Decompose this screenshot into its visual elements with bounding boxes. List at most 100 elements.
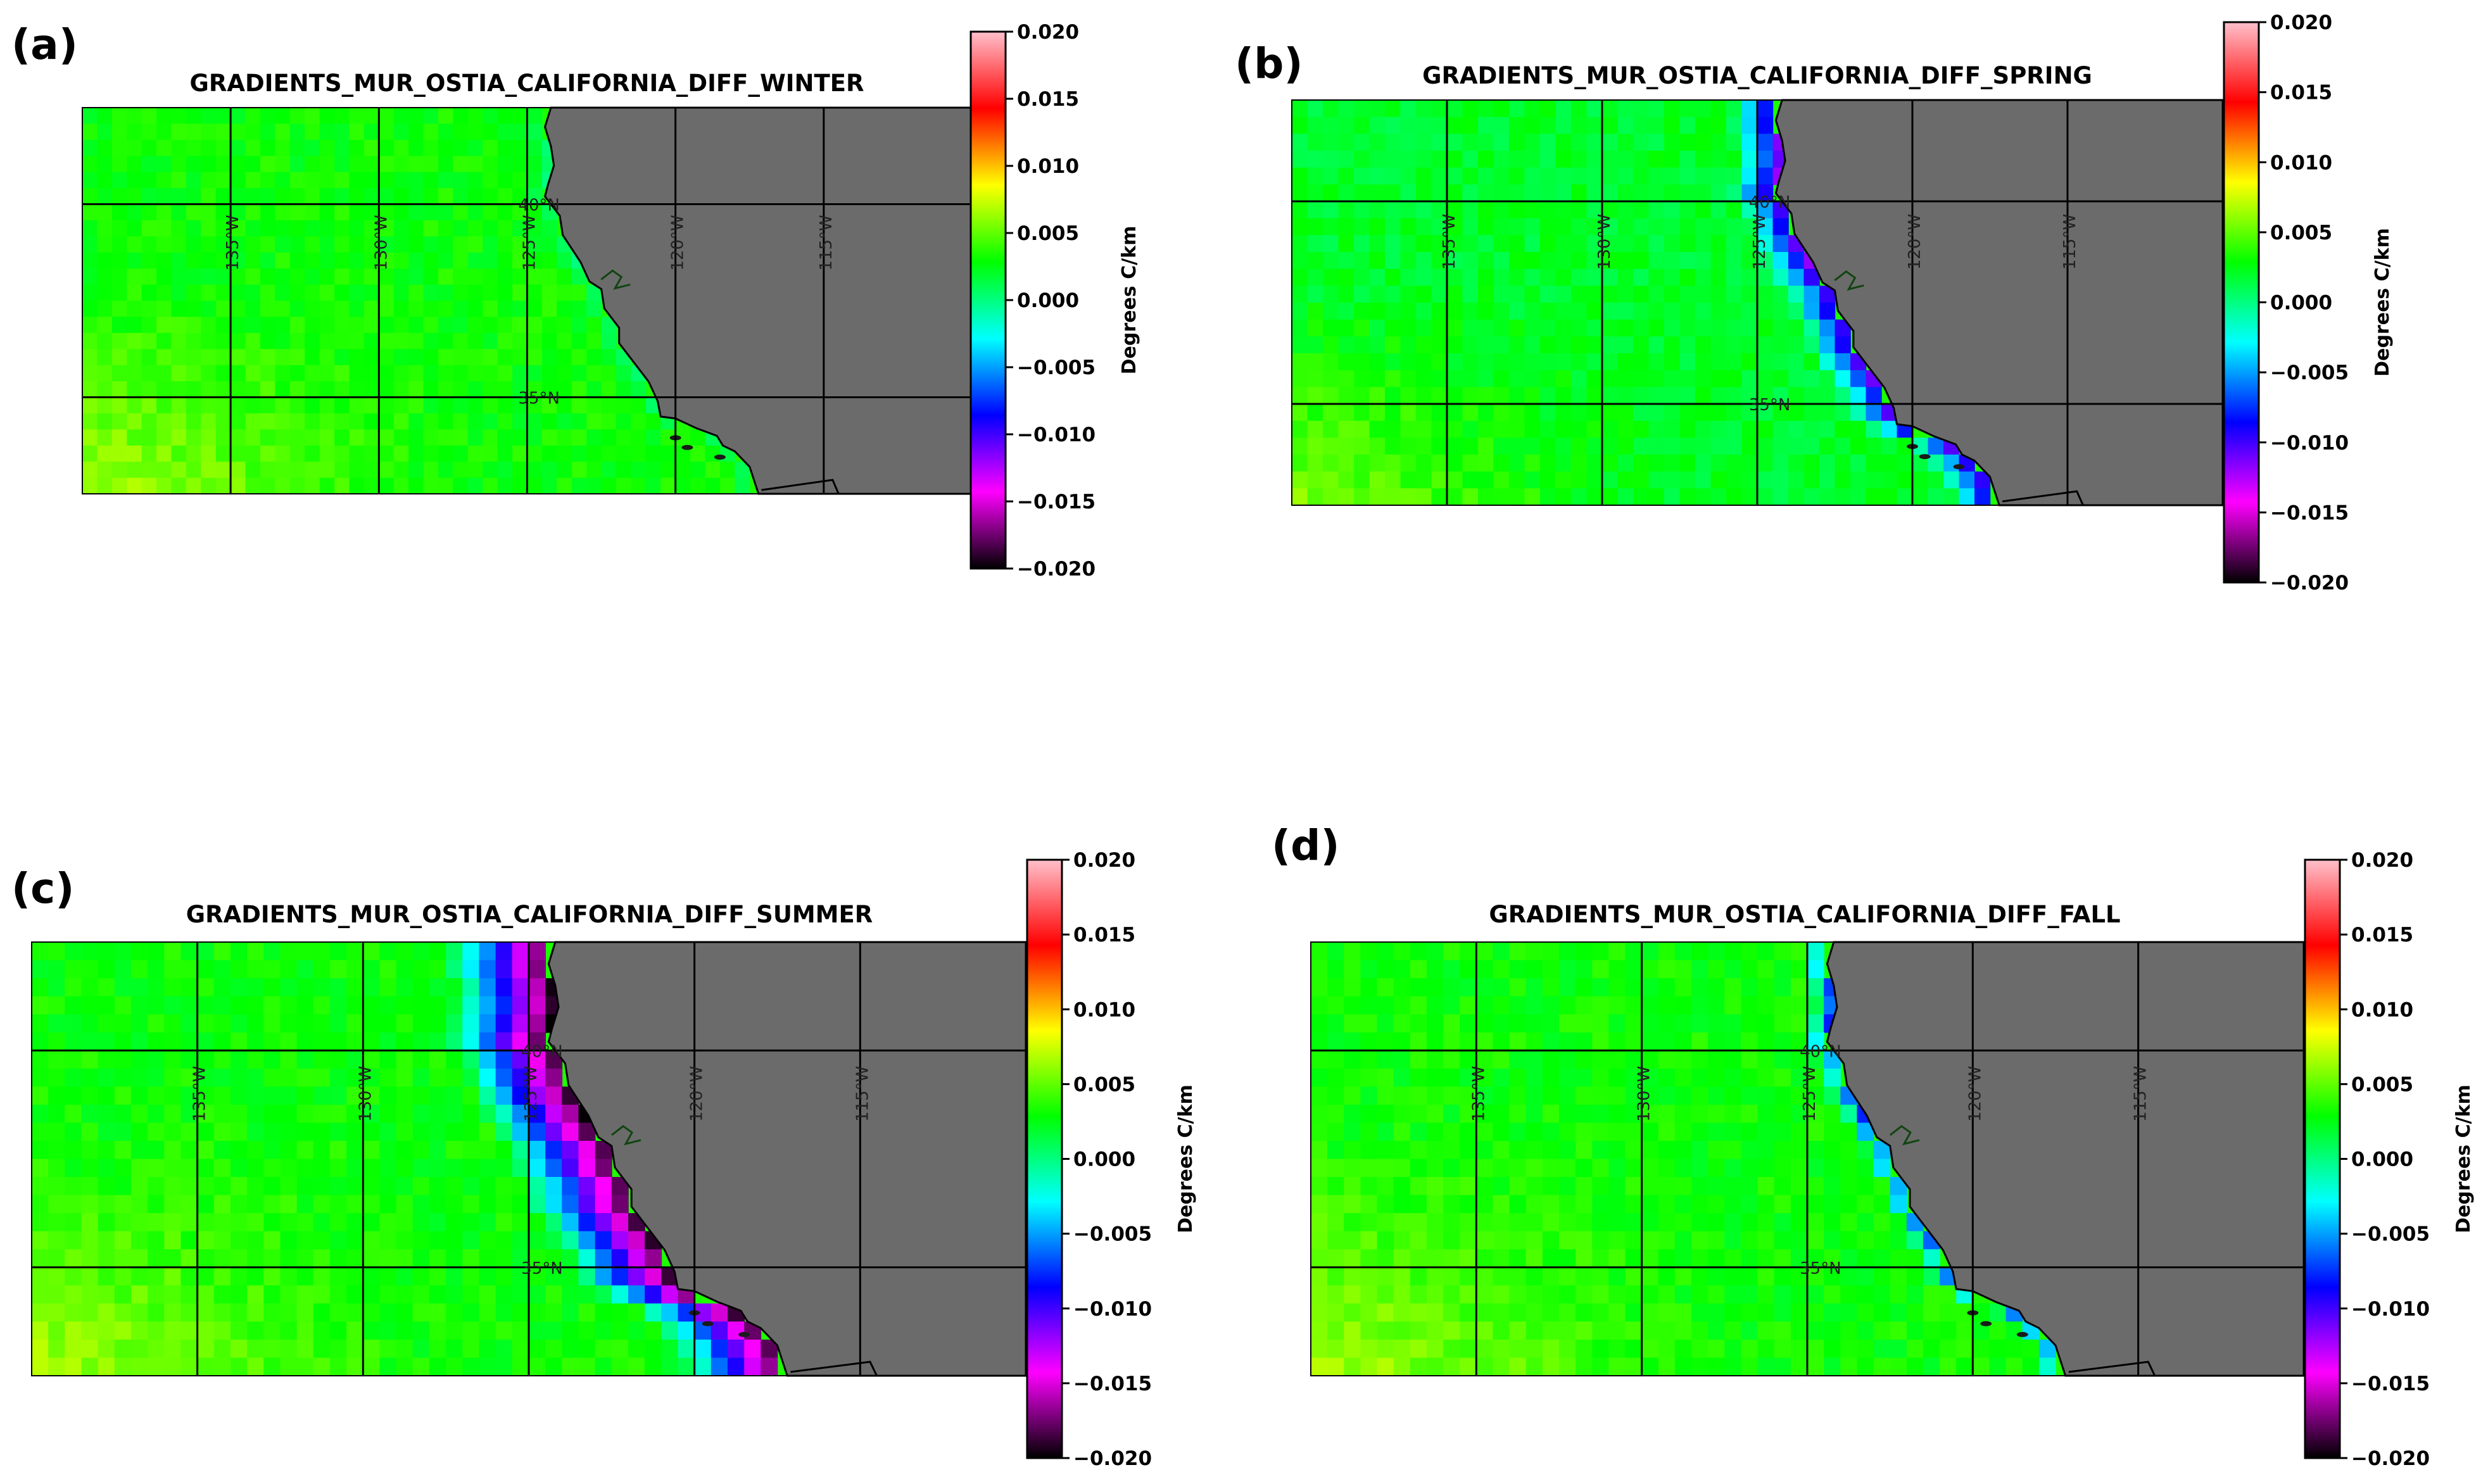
ocean-cell: [571, 284, 587, 301]
ocean-cell: [1708, 1303, 1726, 1323]
ocean-cell: [141, 172, 157, 189]
ocean-cell: [467, 429, 483, 446]
ocean-cell: [1443, 1068, 1460, 1088]
ocean-cell: [438, 156, 454, 173]
ocean-cell: [571, 429, 587, 446]
ocean-cell: [319, 172, 335, 189]
ocean-cell: [1542, 1267, 1560, 1286]
ocean-cell: [1509, 116, 1525, 135]
ocean-cell: [497, 413, 513, 431]
ocean-cell: [1658, 1104, 1676, 1124]
ocean-cell: [82, 381, 98, 398]
ocean-cell: [1525, 1357, 1543, 1376]
ocean-cell: [1741, 1321, 1759, 1340]
ocean-cell: [1493, 1267, 1510, 1286]
ocean-cell: [1757, 1285, 1775, 1304]
ocean-cell: [111, 252, 127, 269]
ocean-cell: [1674, 942, 1692, 961]
ocean-cell: [1592, 1141, 1610, 1160]
ocean-cell: [141, 349, 157, 366]
ocean-cell: [1641, 1303, 1659, 1323]
ocean-cell: [127, 397, 142, 414]
ocean-cell: [1790, 1141, 1808, 1160]
ocean-cell: [1757, 1159, 1775, 1178]
ocean-cell: [1658, 1267, 1676, 1286]
ocean-cell: [408, 156, 424, 173]
ocean-cell: [127, 477, 142, 494]
ocean-cell: [1807, 1159, 1824, 1178]
ocean-cell: [215, 268, 231, 286]
ocean-cell: [1757, 116, 1774, 135]
ocean-cell: [497, 139, 513, 156]
ocean-cell: [1460, 960, 1477, 979]
ocean-cell: [1542, 1285, 1560, 1304]
ocean-cell: [171, 156, 187, 173]
ocean-cell: [1602, 134, 1619, 151]
ocean-cell: [1576, 1267, 1593, 1286]
ocean-cell: [1462, 134, 1479, 151]
ocean-cell: [1625, 1267, 1643, 1286]
ocean-cell: [201, 445, 217, 462]
ocean-cell: [305, 317, 320, 334]
ocean-cell: [334, 156, 350, 173]
ocean-cell: [1525, 960, 1543, 979]
ocean-cell: [289, 123, 305, 141]
ocean-cell: [527, 139, 543, 156]
ocean-cell: [1344, 942, 1361, 961]
ocean-cell: [260, 462, 276, 479]
ocean-cell: [1509, 960, 1527, 979]
ocean-cell: [1674, 1068, 1692, 1088]
ocean-cell: [127, 317, 142, 334]
ocean-cell: [1410, 1068, 1427, 1088]
ocean-cell: [1741, 996, 1759, 1015]
ocean-cell: [1956, 1339, 1974, 1359]
ocean-cell: [379, 477, 395, 494]
ocean-cell: [1658, 978, 1676, 997]
ocean-cell: [245, 220, 261, 237]
ocean-cell: [2022, 1357, 2040, 1376]
ocean-cell: [1840, 1104, 1858, 1124]
ocean-cell: [483, 268, 498, 286]
ocean-cell: [215, 108, 231, 125]
ocean-cell: [1360, 978, 1378, 997]
colorbar-tick-label: 0.000: [1017, 289, 1079, 312]
ocean-cell: [527, 317, 543, 334]
ocean-cell: [186, 365, 202, 382]
ocean-cell: [408, 429, 424, 446]
ocean-cell: [305, 284, 320, 301]
lon-label: 135°W: [224, 215, 243, 270]
ocean-cell: [453, 413, 469, 431]
ocean-cell: [245, 477, 261, 494]
ocean-cell: [1393, 1086, 1411, 1105]
ocean-cell: [1493, 1068, 1510, 1088]
ocean-cell: [1576, 1339, 1593, 1359]
ocean-cell: [1393, 1267, 1411, 1286]
ocean-cell: [527, 252, 543, 269]
ocean-cell: [527, 172, 543, 189]
ocean-cell: [111, 332, 127, 349]
ocean-cell: [1807, 1014, 1824, 1033]
ocean-cell: [171, 204, 187, 221]
ocean-cell: [1741, 1068, 1759, 1088]
ocean-cell: [245, 108, 261, 125]
ocean-cell: [541, 284, 558, 301]
ocean-cell: [186, 397, 202, 414]
ocean-cell: [82, 365, 98, 382]
ocean-cell: [1741, 1267, 1759, 1286]
ocean-cell: [230, 317, 246, 334]
ocean-cell: [423, 156, 439, 173]
ocean-cell: [156, 462, 172, 479]
ocean-cell: [1410, 1141, 1427, 1160]
ocean-cell: [1774, 1122, 1791, 1141]
ocean-cell: [1493, 134, 1510, 151]
ocean-cell: [467, 332, 483, 349]
ocean-cell: [1311, 1267, 1328, 1286]
ocean-cell: [527, 108, 543, 125]
ocean-cell: [423, 220, 439, 237]
ocean-cell: [1559, 1339, 1576, 1359]
ocean-cell: [512, 365, 528, 382]
ocean-cell: [1410, 1267, 1427, 1286]
ocean-cell: [1344, 1177, 1361, 1196]
ocean-cell: [586, 349, 602, 366]
ocean-cell: [1344, 1050, 1361, 1069]
